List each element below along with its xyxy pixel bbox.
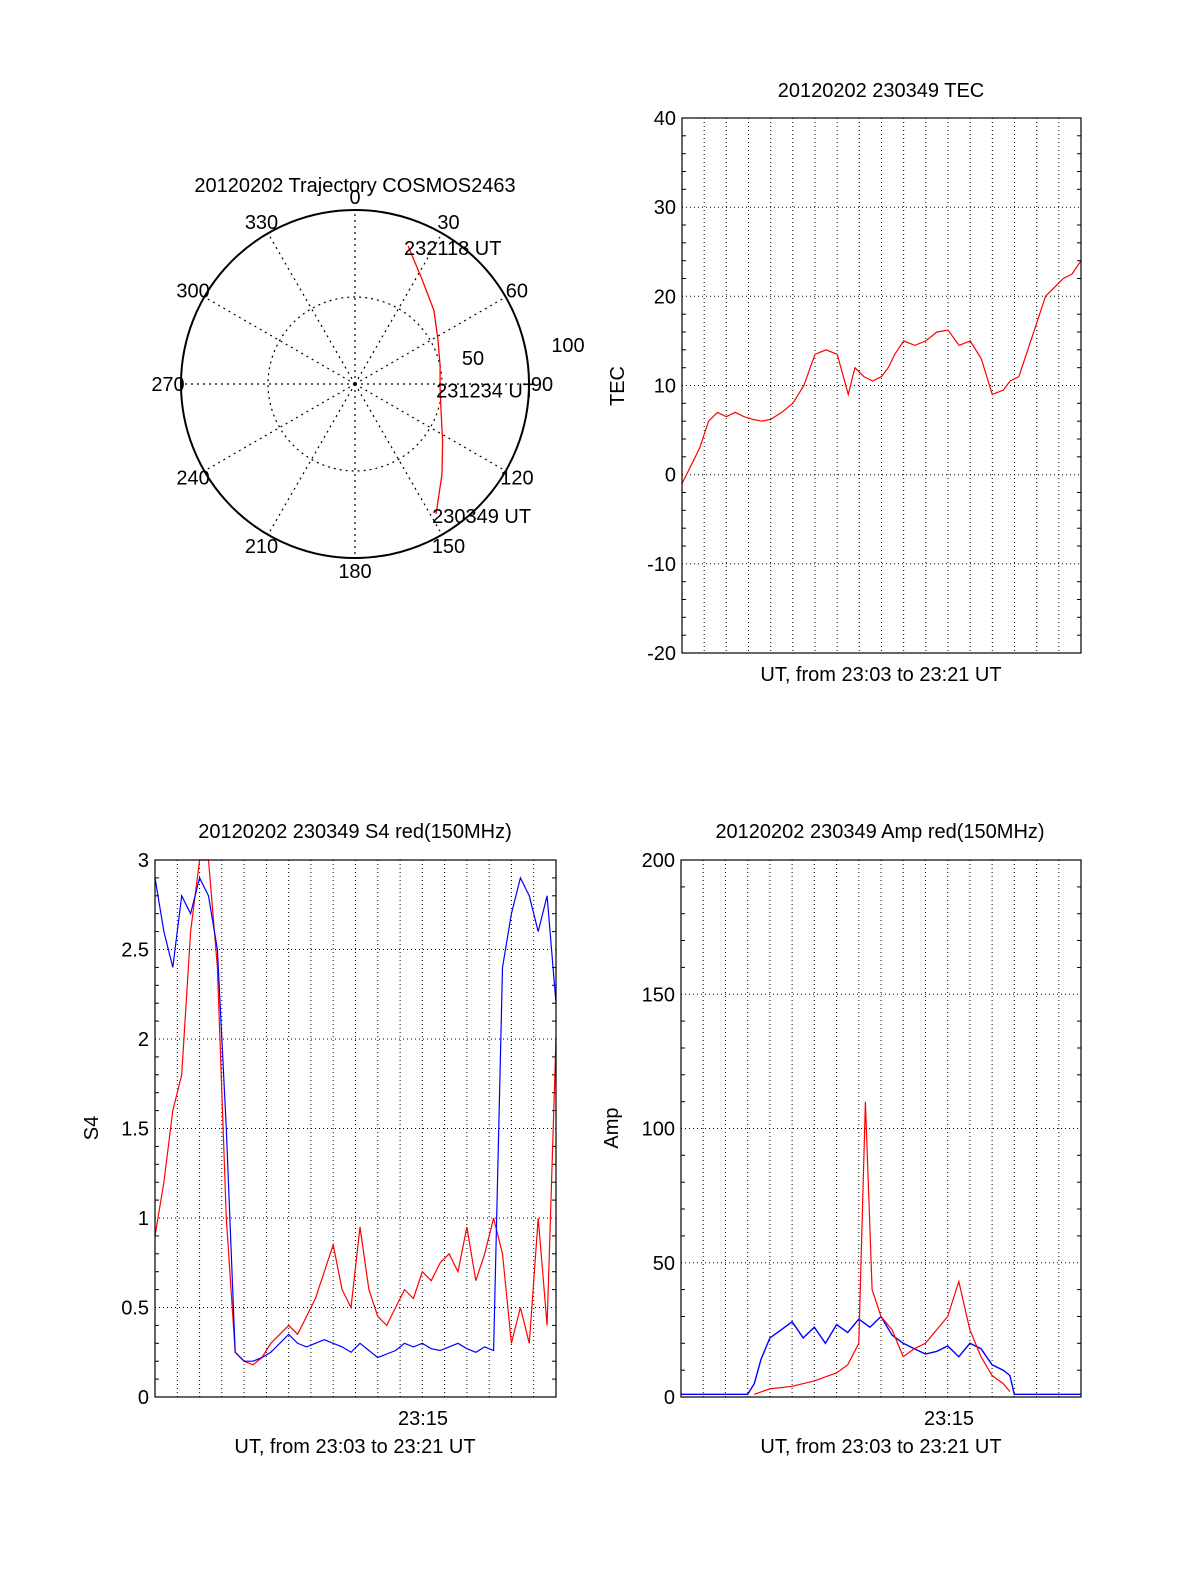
s4-x-axis-label: UT, from 23:03 to 23:21 UT (234, 1436, 475, 1458)
s4-title: 20120202 230349 S4 red(150MHz) (198, 821, 512, 843)
amp-y-tick-label: 200 (642, 850, 675, 872)
tec-plot-frame (681, 117, 1082, 654)
trajectory-title: 20120202 Trajectory COSMOS2463 (194, 175, 515, 197)
azimuth-label: 210 (245, 536, 278, 558)
polar-grid-spoke (354, 383, 443, 535)
amp-y-tick-labels: 0 50 100 150 200 (642, 850, 675, 1409)
amp-y-tick-label: 0 (664, 1387, 675, 1409)
polar-grid-spoke (267, 233, 356, 385)
s4-y-axis-label: S4 (81, 1116, 103, 1140)
trajectory-series-line (407, 245, 444, 514)
s4-y-tick-labels: 0 0.5 1 1.5 2 2.5 3 (121, 850, 149, 1409)
amp-grid (681, 860, 1081, 1397)
trajectory-annotations: 232118 UT 231234 UT 230349 UT (404, 238, 535, 528)
polar-grid-spoke (267, 383, 356, 535)
tec-plot: 20120202 230349 TEC -20 -10 0 10 20 30 40 UT, … (607, 80, 1082, 686)
s4-y-tick-label: 2 (138, 1029, 149, 1051)
tec-y-tick-labels: -20 -10 0 10 20 30 40 (647, 108, 676, 665)
amp-x-axis-label: UT, from 23:03 to 23:21 UT (760, 1436, 1001, 1458)
azimuth-label: 330 (245, 212, 278, 234)
amp-y-tick-label: 50 (653, 1253, 675, 1275)
azimuth-label: 30 (437, 212, 459, 234)
s4-x-tick-label: 23:15 (398, 1408, 448, 1430)
amp-y-tick-label: 150 (642, 984, 675, 1006)
azimuth-label: 270 (151, 374, 184, 396)
tec-y-tick-label: -10 (647, 554, 676, 576)
s4-plot-frame (154, 859, 557, 1398)
azimuth-label: 150 (432, 536, 465, 558)
polar-grid-spoke (354, 383, 506, 472)
radial-labels: 50 100 (462, 335, 585, 370)
tec-series-line (681, 260, 1082, 484)
s4-y-tick-label: 0 (138, 1387, 149, 1409)
radial-label-50: 50 (462, 348, 484, 370)
amp-plot-frame (680, 859, 1082, 1398)
polar-grid-spoke (354, 233, 443, 385)
amp-plot: 20120202 230349 Amp red(150MHz) 0 50 100 15… (601, 821, 1082, 1458)
s4-y-tick-label: 2.5 (121, 940, 149, 962)
trajectory-annotation: 232118 UT (404, 238, 501, 260)
polar-grid-ring (267, 296, 443, 472)
tec-y-tick-label: 20 (654, 286, 676, 308)
tec-y-tick-label: 0 (665, 465, 676, 487)
tec-y-axis-label: TEC (607, 366, 629, 406)
polar-grid-spoke (204, 296, 356, 385)
s4-y-tick-label: 3 (138, 850, 149, 872)
azimuth-label: 0 (349, 187, 360, 209)
tec-y-tick-label: 40 (654, 108, 676, 130)
radial-label-100: 100 (551, 335, 584, 357)
amp-x-tick-label: 23:15 (924, 1408, 974, 1430)
tec-title: 20120202 230349 TEC (778, 80, 984, 102)
s4-plot: 20120202 230349 S4 red(150MHz) 0 0.5 1 1.5 2… (81, 821, 557, 1458)
s4-series-blue (154, 876, 557, 1362)
tec-grid (682, 118, 1081, 653)
trajectory-annotation: 231234 UT (436, 381, 535, 403)
s4-y-tick-label: 1 (138, 1208, 149, 1230)
azimuth-label: 300 (176, 281, 209, 303)
tec-y-tick-label: 30 (654, 197, 676, 219)
polar-outer-circle (180, 209, 530, 559)
azimuth-labels: 0 30 60 90 120 150 180 210 240 270 300 330 (151, 187, 553, 583)
polar-grid-spoke (204, 383, 356, 472)
amp-series-red (754, 1101, 1011, 1395)
azimuth-label: 240 (176, 468, 209, 490)
amp-title: 20120202 230349 Amp red(150MHz) (715, 821, 1044, 843)
s4-y-tick-label: 1.5 (121, 1119, 149, 1141)
trajectory-annotation: 230349 UT (432, 506, 531, 528)
s4-y-tick-label: 0.5 (121, 1298, 149, 1320)
azimuth-label: 60 (506, 281, 528, 303)
tec-y-tick-label: -20 (647, 643, 676, 665)
trajectory-polar-plot: 20120202 Trajectory COSMOS2463 0 30 60 90 12… (151, 175, 584, 583)
polar-grid (181, 210, 529, 558)
polar-grid-spoke (354, 296, 506, 385)
azimuth-label: 180 (338, 561, 371, 583)
tec-x-axis-label: UT, from 23:03 to 23:21 UT (760, 664, 1001, 686)
s4-series-red (154, 859, 557, 1366)
tec-y-tick-label: 10 (654, 376, 676, 398)
s4-grid (155, 860, 556, 1397)
azimuth-label: 90 (531, 374, 553, 396)
azimuth-label: 120 (500, 468, 533, 490)
amp-y-tick-label: 100 (642, 1119, 675, 1141)
amp-y-axis-label: Amp (601, 1107, 623, 1148)
